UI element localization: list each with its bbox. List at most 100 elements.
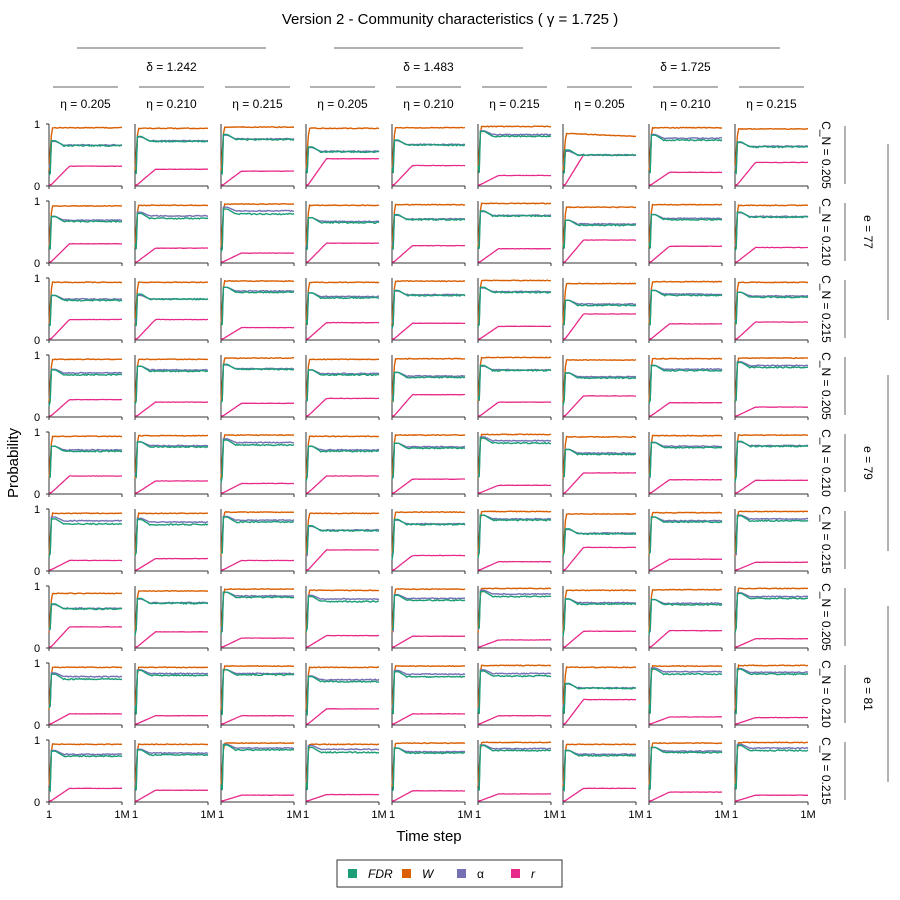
series-line-w [648,357,723,402]
series-line-w [648,588,723,633]
series-line-w [134,511,209,556]
series-line-r [735,161,809,186]
series-line-fdr [134,365,209,405]
series-line-w [48,126,123,171]
x-tick-label: 1M [628,809,643,821]
series-line-r [49,318,123,340]
series-line-fdr [562,219,637,249]
series-line-alpha [48,368,123,399]
series-line-w [305,204,380,248]
series-line-r [563,239,637,263]
series-line-r [649,401,723,417]
series-line-fdr [48,140,123,176]
series-line-r [392,393,465,417]
panel [734,586,809,651]
series-line-w [734,127,809,171]
series-line-w [305,512,380,556]
panel: 10 [34,119,123,193]
column-headers: η = 0.205 η = 0.210 η = 0.215 η = 0.205 η = … [53,86,804,111]
series-line-fdr [220,208,295,253]
series-line-fdr [305,292,379,325]
panel [562,432,637,497]
y-tick-label: 0 [34,643,40,655]
series-line-r [563,395,637,417]
series-line-alpha [734,592,809,629]
series-line-w [220,202,295,248]
series-line-alpha [477,514,552,554]
panel [305,586,380,651]
panel [477,124,552,189]
series-line-alpha [220,206,295,249]
series-line-r [478,247,551,263]
panel [734,201,809,266]
series-line-fdr [734,141,809,175]
panel [220,355,295,420]
series-line-r [135,401,208,417]
panel [220,201,295,266]
series-line-w [220,742,295,787]
panel [477,355,552,420]
series-line-fdr [477,286,552,328]
series-line-w [734,664,809,710]
column-group-label: δ = 1.242 [146,60,197,74]
panel: 1 1M [560,740,644,821]
series-line-fdr [220,516,295,555]
series-line-r [563,698,637,725]
y-tick-label: 0 [34,258,40,270]
y-tick-label: 1 [34,350,40,362]
series-line-alpha [134,517,209,553]
chart-title: Version 2 - Community characteristics ( … [282,11,618,28]
series-line-r [478,174,552,186]
series-line-r [563,787,636,802]
series-line-fdr [134,293,209,327]
legend-swatch [457,869,466,878]
series-line-r [221,326,295,340]
series-line-alpha [48,215,123,245]
x-tick-label: 1 [475,809,481,821]
series-line-fdr [562,598,637,637]
series-line-fdr [648,213,723,249]
panel [391,201,466,266]
legend-label: FDR [368,867,393,881]
series-line-r [135,557,209,571]
y-tick-label: 0 [34,566,40,578]
x-tick-label: 1M [714,809,729,821]
row-header-label: C_N = 0.215 [819,506,833,574]
series-line-alpha [48,672,123,708]
series-line-w [562,358,637,402]
x-tick-label: 1M [200,809,215,821]
series-line-alpha [562,219,637,246]
series-line-r [563,546,637,571]
legend-label: α [477,867,484,881]
series-line-w [305,281,380,325]
series-line-alpha [391,594,466,633]
series-line-w [305,743,380,787]
series-line-fdr [734,440,809,483]
series-line-w [391,357,466,402]
series-line-w [48,512,123,556]
series-line-alpha [220,591,295,633]
series-line-w [305,666,379,710]
y-tick-label: 1 [34,119,40,131]
panel [734,278,809,343]
series-line-alpha [220,743,295,787]
series-line-r [478,639,552,648]
series-line-fdr [48,518,123,558]
series-line-w [648,511,723,556]
series-line-w [477,587,551,633]
series-line-fdr [220,744,295,791]
series-line-r [392,322,466,340]
series-line-w [134,743,208,787]
series-line-w [220,587,295,633]
series-line-fdr [648,289,723,326]
series-line-w [562,206,636,248]
row-header-label: C_N = 0.215 [819,275,833,343]
series-line-w [134,127,208,171]
series-line-w [48,743,123,787]
series-line-w [391,741,466,787]
series-line-alpha [477,130,551,171]
column-header-label: η = 0.215 [489,97,540,111]
series-line-fdr [648,746,723,790]
y-tick-label: 1 [34,504,40,516]
panel [305,355,380,420]
